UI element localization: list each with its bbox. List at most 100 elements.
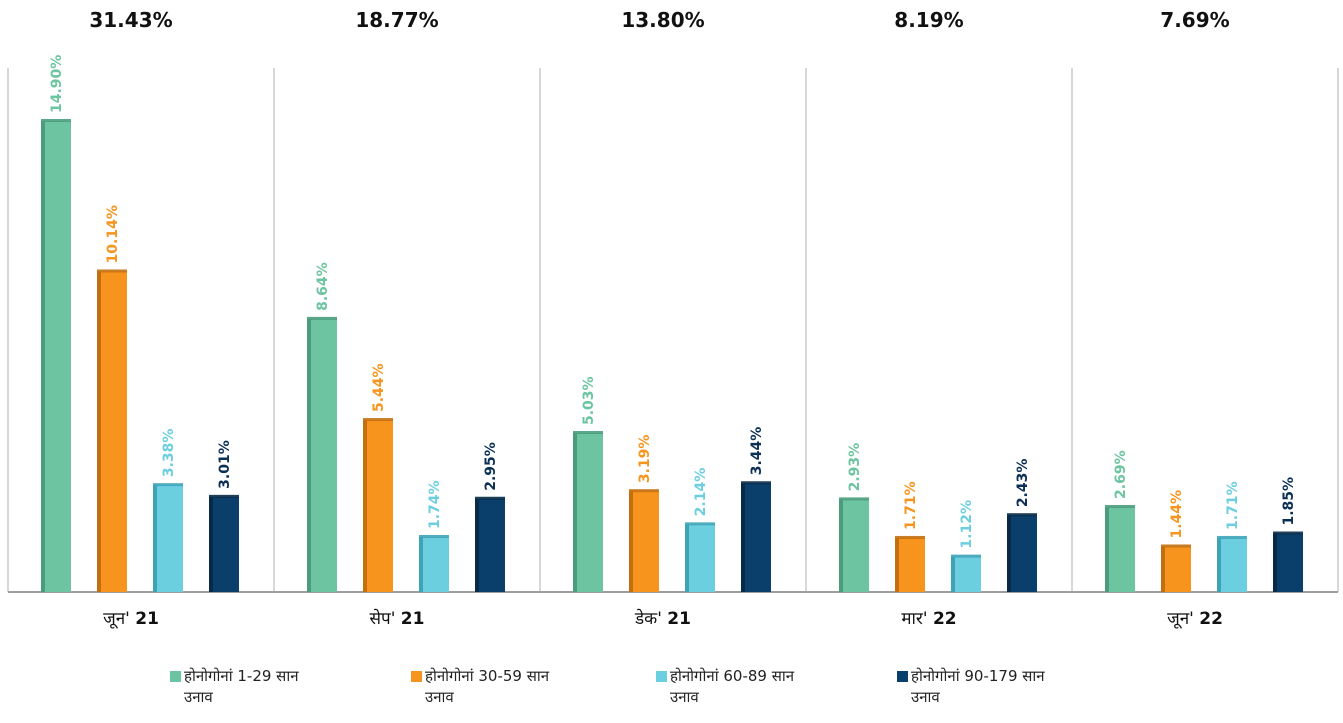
bar (577, 432, 603, 592)
bar-cap (41, 119, 71, 122)
bar-cap (363, 418, 393, 422)
bar-cap (1105, 504, 1135, 508)
bar-value-label: 3.44% (749, 427, 765, 476)
bar (843, 499, 869, 592)
bar (633, 491, 659, 592)
legend-label-line2: उनाव (425, 688, 454, 706)
bar (213, 496, 239, 592)
x-axis-ticks: जून' 21 सेप' 21 डेक' 21 मार' 22 जून' 22 (103, 608, 1223, 629)
bar-value-label: 2.95% (483, 442, 499, 491)
bar (745, 483, 771, 592)
bar-value-label: 14.90% (49, 55, 65, 113)
x-tick-month: डेक' (634, 608, 667, 629)
bar-side (307, 318, 312, 592)
bar-value-label: 5.44% (371, 363, 387, 412)
value-labels: 14.90% 10.14% 3.38% 3.01% 8.64% 5.44% 1.74% 2.9… (49, 55, 1297, 549)
bar-cap (839, 497, 869, 501)
group-total-label: 8.19% (894, 8, 963, 32)
bar-value-label: 2.69% (1113, 450, 1129, 499)
x-tick-year: 21 (401, 609, 425, 629)
legend-label-line2: उनाव (911, 688, 940, 706)
bar (367, 420, 393, 592)
bars (41, 119, 1303, 592)
x-tick-label: जून' 21 (103, 609, 159, 629)
bar-cap (307, 316, 337, 320)
legend-label: होनोगोनां 90-179 सान उनाव (911, 666, 1121, 708)
bar-value-label: 1.85% (1281, 477, 1297, 526)
bar-side (629, 491, 634, 592)
x-tick-label: सेप' 21 (370, 608, 425, 629)
legend-label-line1: होनोगोनां 90-179 सान (911, 667, 1045, 685)
x-tick-year: 21 (667, 609, 691, 629)
legend-label-line1: होनोगोनां 60-89 सान (670, 667, 795, 685)
bar (1277, 533, 1303, 592)
bar (955, 556, 981, 592)
legend-swatch (170, 671, 181, 682)
bar-value-label: 1.71% (903, 481, 919, 530)
bar-side (895, 537, 900, 592)
bar (157, 485, 183, 592)
legend-swatch (656, 671, 667, 682)
bar (1221, 537, 1247, 592)
bar-side (209, 496, 214, 592)
bar-side (1273, 533, 1278, 592)
legend-label: होनोगोनां 1-29 सान उनाव (184, 666, 394, 708)
legend-swatch (897, 671, 908, 682)
bar-cap (741, 481, 771, 485)
legend: होनोगोनां 1-29 सान उनाव होनोगोनां 30-59 … (170, 666, 1170, 723)
bar-cap (419, 534, 449, 538)
bar-value-label: 3.01% (217, 440, 233, 489)
x-tick-month: सेप' (370, 608, 401, 629)
bar-side (419, 536, 424, 592)
bar-side (363, 420, 368, 592)
bar-cap (1161, 544, 1191, 548)
bar-value-label: 1.44% (1169, 490, 1185, 539)
bar (1011, 515, 1037, 592)
bar-value-label: 1.12% (959, 500, 975, 549)
bar-cap (629, 489, 659, 493)
bar-cap (1273, 531, 1303, 535)
bar (311, 318, 337, 592)
bar-value-label: 2.43% (1015, 459, 1031, 508)
x-tick-month: जून' (1167, 609, 1199, 629)
bar (423, 536, 449, 592)
bar-cap (1217, 535, 1247, 539)
legend-label: होनोगोनां 30-59 सान उनाव (425, 666, 635, 708)
group-total-label: 18.77% (355, 8, 438, 32)
bar-value-label: 8.64% (315, 262, 331, 311)
x-tick-year: 22 (933, 609, 957, 629)
x-tick-label: जून' 22 (1167, 609, 1223, 629)
group-total-label: 13.80% (621, 8, 704, 32)
group-totals: 31.43% 18.77% 13.80% 8.19% 7.69% (89, 8, 1229, 32)
x-tick-year: 21 (135, 609, 159, 629)
legend-label: होनोगोनां 60-89 सान उनाव (670, 666, 880, 708)
bar-cap (895, 535, 925, 539)
x-tick-month: मार' (901, 609, 933, 629)
bar-cap (209, 494, 239, 498)
bar-side (839, 499, 844, 592)
legend-swatch (411, 671, 422, 682)
legend-label-line1: होनोगोनां 30-59 सान (425, 667, 550, 685)
bar-side (475, 498, 480, 592)
bar-value-label: 1.71% (1225, 481, 1241, 530)
bar-side (1217, 537, 1222, 592)
x-tick-label: डेक' 21 (634, 608, 691, 629)
group-total-label: 31.43% (89, 8, 172, 32)
bar-side (1161, 546, 1166, 592)
x-tick-month: जून' (103, 609, 135, 629)
bar-value-label: 10.14% (105, 205, 121, 263)
group-total-label: 7.69% (1160, 8, 1229, 32)
bar-cap (951, 554, 981, 558)
bar-side (685, 524, 690, 592)
x-tick-label: मार' 22 (901, 609, 956, 629)
bar-cap (475, 496, 505, 500)
bar (899, 537, 925, 592)
bar-cap (153, 483, 183, 487)
bar-cap (97, 269, 127, 273)
bar-side (153, 485, 158, 592)
bar-value-label: 2.14% (693, 468, 709, 517)
legend-label-line2: उनाव (670, 688, 699, 706)
bar-value-label: 2.93% (847, 443, 863, 492)
chart-frame (7, 68, 1339, 593)
